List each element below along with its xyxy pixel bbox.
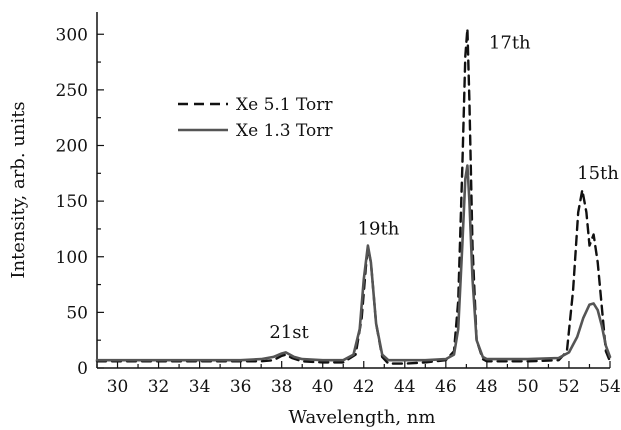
- peak-label: 21st: [269, 322, 309, 343]
- x-tick-label: 54: [599, 377, 621, 397]
- x-tick-label: 32: [148, 377, 170, 397]
- y-tick-label: 150: [56, 192, 88, 212]
- x-tick-label: 42: [353, 377, 375, 397]
- x-tick-label: 34: [189, 377, 211, 397]
- annotation-layer: 21st 19th 17th 15th: [269, 33, 619, 343]
- x-tick-label: 48: [476, 377, 498, 397]
- y-tick-label: 200: [56, 137, 88, 157]
- x-tick-label: 38: [271, 377, 293, 397]
- x-tick-label: 52: [558, 377, 580, 397]
- x-tick-label: 50: [517, 377, 539, 397]
- x-axis-title: Wavelength, nm: [289, 407, 436, 428]
- legend: Xe 5.1 Torr Xe 1.3 Torr: [178, 95, 333, 141]
- peak-label: 19th: [358, 219, 400, 240]
- x-tick-label: 40: [312, 377, 334, 397]
- y-tick-label: 300: [56, 25, 88, 45]
- peak-label: 17th: [489, 33, 531, 54]
- y-tick-label: 250: [56, 81, 88, 101]
- x-tick-label: 46: [435, 377, 457, 397]
- x-tick-label: 30: [107, 377, 129, 397]
- y-tick-label: 50: [66, 303, 88, 323]
- y-tick-label: 100: [56, 248, 88, 268]
- legend-label-2: Xe 1.3 Torr: [236, 121, 333, 141]
- series-line-1: [95, 27, 612, 365]
- y-axis-title: Intensity, arb. units: [8, 101, 29, 278]
- x-tick-label: 44: [394, 377, 416, 397]
- y-tick-label: 0: [77, 359, 88, 379]
- x-tick-label: 36: [230, 377, 252, 397]
- series-line-2: [95, 164, 612, 362]
- legend-label-1: Xe 5.1 Torr: [236, 95, 333, 115]
- series-layer: [95, 27, 612, 365]
- axes-layer: 30 32 34 36 38 40 42 44 46 48 50 52 54 0 50 100 150 200 25…: [56, 12, 621, 397]
- peak-label: 15th: [577, 163, 619, 184]
